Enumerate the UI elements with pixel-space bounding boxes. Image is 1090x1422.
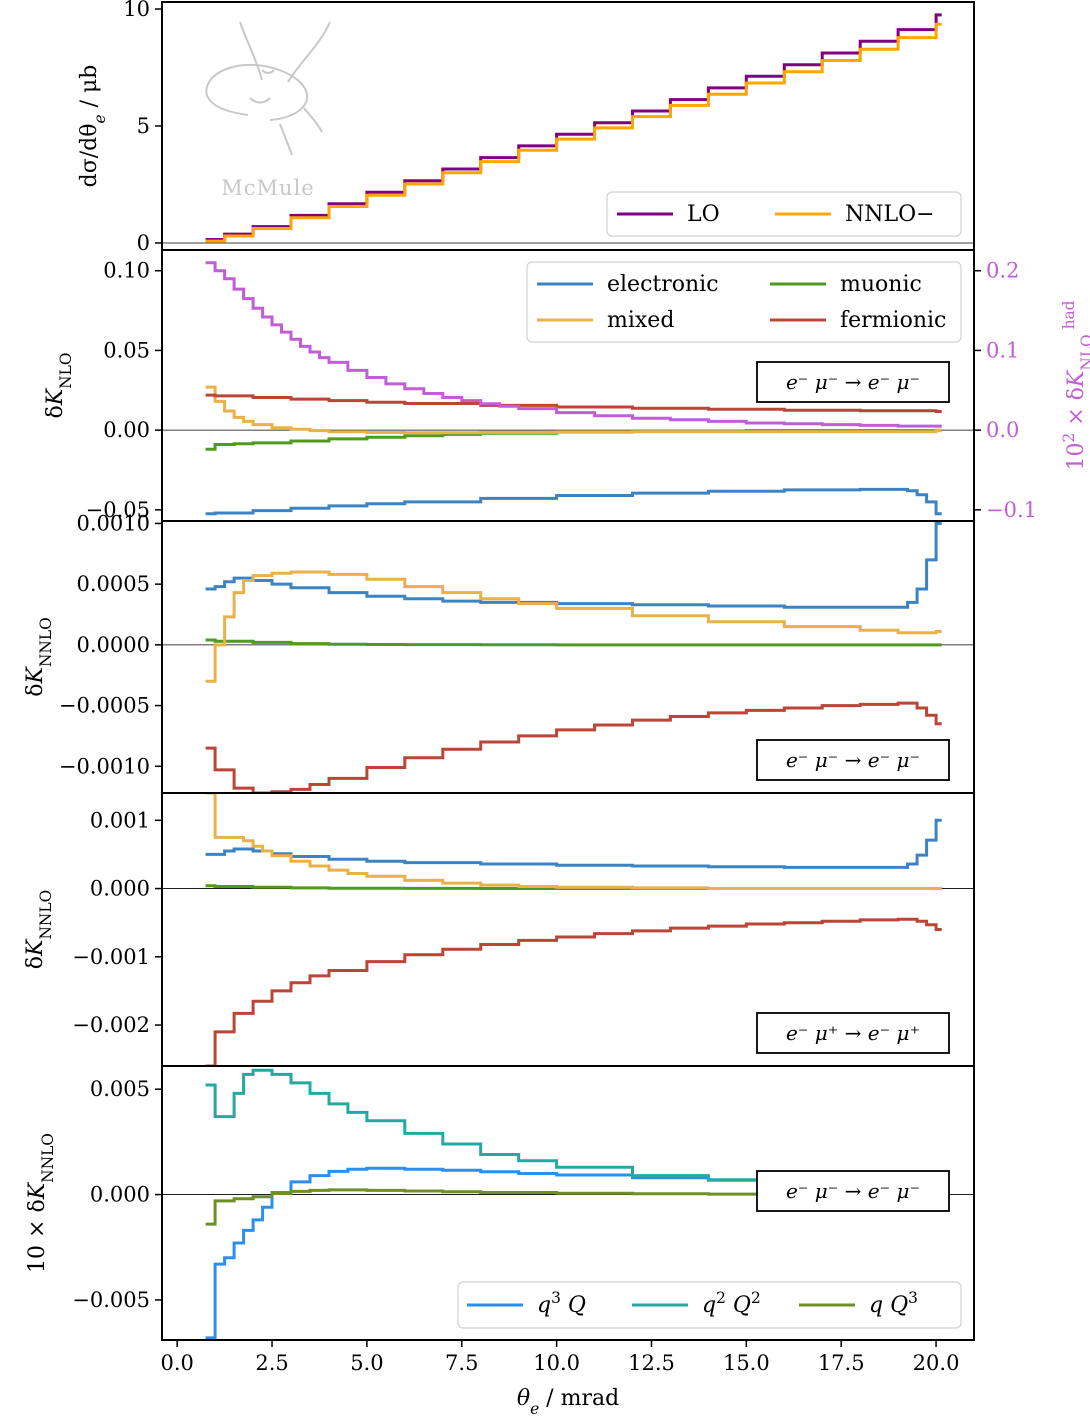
panel-4: −0.002 −0.001 0.000 0.001 δKNNLO e⁻ μ⁺ → e⁻ μ… — [23, 792, 975, 1067]
legend: LO NNLO− — [606, 191, 962, 237]
legend-label: NNLO− — [845, 202, 935, 227]
process-box — [756, 361, 950, 403]
panel-5: −0.005 0.000 0.005 10 × δKNNLO e⁻ μ⁻ → e⁻ μ⁻… — [25, 1065, 975, 1347]
series-line-muonic — [205, 884, 942, 890]
y-tick-label: 0.000 — [90, 1183, 150, 1207]
series-line-mixed — [205, 570, 942, 683]
series-group — [205, 521, 942, 793]
legend: electronic muonic mixed fermionic — [526, 261, 962, 343]
y-axis-label: 10 × δKNNLO — [25, 1133, 57, 1273]
legend-label: q2 Q2 — [702, 1289, 761, 1318]
legend-frame — [526, 261, 962, 343]
y-tick-label: −0.05 — [86, 498, 150, 522]
panel-2: −0.05 0.00 0.05 0.10 −0.1 0.0 0.1 0.2 102 × δKNL… — [43, 249, 1090, 522]
x-axis-label: θe / mrad — [517, 1386, 619, 1418]
process-label: e⁻ μ⁻ → e⁻ μ⁻ — [786, 370, 920, 394]
legend-label: muonic — [840, 272, 922, 297]
y-tick-label: 0.0000 — [77, 633, 150, 657]
process-label: e⁻ μ⁻ → e⁻ μ⁻ — [786, 748, 920, 772]
legend-label: fermionic — [840, 308, 946, 333]
series-line-mixed — [205, 793, 942, 890]
y-tick-label: 0.000 — [90, 877, 150, 901]
panel-3: −0.0010 −0.0005 0.0000 0.0005 0.0010 δKNNLO e⁻… — [23, 511, 975, 794]
y-tick-label-right: 0.0 — [986, 418, 1019, 442]
y-axis-label: δKNNLO — [23, 890, 55, 969]
y-tick-label: −0.0005 — [59, 694, 150, 718]
x-tick-label: 0.0 — [160, 1351, 193, 1375]
series-line-electronic — [205, 818, 942, 869]
legend-label: q3 Q — [537, 1289, 586, 1318]
y-tick-label: 0.0010 — [77, 511, 150, 535]
legend-label: mixed — [607, 308, 674, 333]
series-line-lo — [205, 13, 942, 241]
x-tick-label: 5.0 — [350, 1351, 383, 1375]
y-tick-label-right: 0.2 — [986, 259, 1019, 283]
series-line-fermionic — [205, 917, 942, 1066]
y-axis-label-right: 102 × δKNLO had — [1060, 300, 1090, 470]
y-tick-label: 0.001 — [90, 808, 150, 832]
mcmule-logo: McMule — [205, 21, 331, 200]
y-tick-label: 0.05 — [103, 338, 150, 362]
series-group — [205, 793, 942, 1066]
x-tick-label: 2.5 — [255, 1351, 288, 1375]
y-tick-label: −0.002 — [72, 1013, 150, 1037]
x-tick-label: 17.5 — [818, 1351, 865, 1375]
x-tick-label: 7.5 — [445, 1351, 478, 1375]
legend-label: q Q3 — [869, 1289, 918, 1318]
x-tick-label: 12.5 — [628, 1351, 675, 1375]
series-line-nnlo- — [205, 22, 942, 243]
series-line-electronic — [205, 487, 942, 516]
series-line-mixed — [205, 385, 942, 435]
axes-frame — [161, 1065, 975, 1341]
process-label: e⁻ μ⁺ → e⁻ μ⁺ — [786, 1021, 920, 1045]
series-line-fermionic — [205, 701, 942, 793]
process-label: e⁻ μ⁻ → e⁻ μ⁻ — [786, 1179, 920, 1203]
y-tick-label-right: −0.1 — [986, 498, 1037, 522]
legend: q3 Q q2 Q2 q Q3 — [457, 1281, 962, 1329]
process-box — [756, 739, 950, 781]
series-group — [205, 261, 942, 516]
process-box — [756, 1170, 950, 1212]
y-tick-label: −0.001 — [72, 945, 150, 969]
y-axis-label: dσ/dθe / μb — [77, 65, 109, 188]
y-axis-label: δKNLO — [43, 353, 75, 419]
x-tick-label: 20.0 — [913, 1351, 960, 1375]
panel-1: 0 5 10 dσ/dθe / μb LO NNLO− — [77, 0, 975, 255]
x-axis: 0.0 2.5 5.0 7.5 10.0 12.5 15.0 17.5 20.0 θe / mra… — [160, 1351, 959, 1418]
y-tick-label: 0.005 — [90, 1077, 150, 1101]
y-tick-label: 10 — [123, 0, 150, 21]
x-tick-label: 15.0 — [723, 1351, 770, 1375]
y-tick-label: −0.0010 — [59, 754, 150, 778]
logo-text: McMule — [221, 176, 314, 200]
series-group — [205, 13, 942, 243]
y-tick-label: 5 — [137, 114, 150, 138]
legend-label: electronic — [607, 272, 719, 297]
legend-frame — [457, 1281, 962, 1329]
y-tick-label: −0.005 — [72, 1288, 150, 1312]
y-tick-label: 0 — [137, 231, 150, 255]
series-line-hadronic — [205, 261, 942, 428]
y-tick-label: 0.0005 — [77, 572, 150, 596]
y-tick-label: 0.10 — [103, 259, 150, 283]
y-tick-label-right: 0.1 — [986, 338, 1019, 362]
series-line-q-q- — [205, 1188, 942, 1226]
process-box — [756, 1012, 950, 1054]
series-line-muonic — [205, 638, 942, 647]
series-line-electronic — [205, 521, 942, 609]
y-tick-label: 0.00 — [103, 418, 150, 442]
series-line-q-q- — [205, 1068, 942, 1186]
x-tick-label: 10.0 — [533, 1351, 580, 1375]
legend-label: LO — [687, 202, 720, 227]
y-axis-label: δKNNLO — [23, 617, 55, 696]
